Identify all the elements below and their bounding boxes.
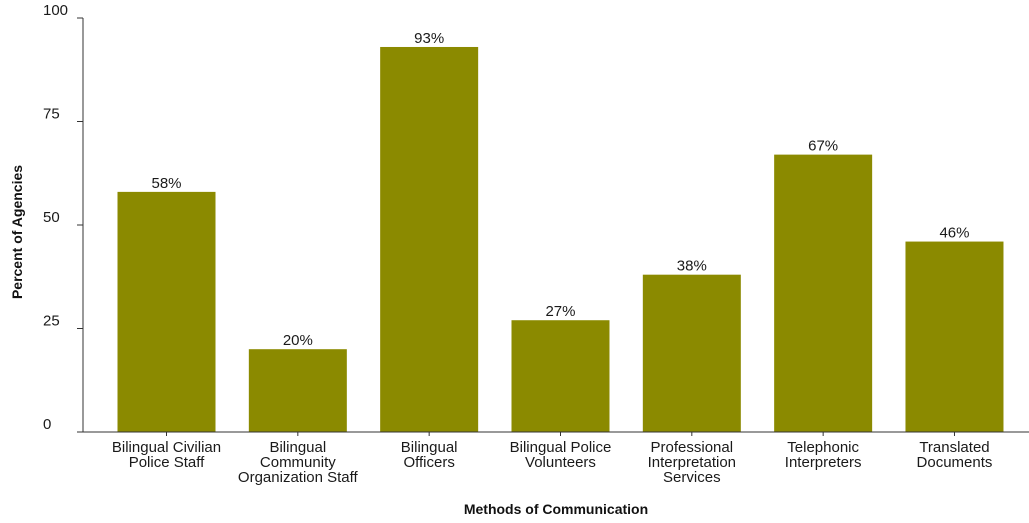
- bar-data-label: 38%: [677, 258, 707, 275]
- x-category-label: Bilingual Community Organization Staff: [238, 439, 359, 486]
- bar-data-label: 58%: [151, 175, 181, 192]
- y-axis-title: Percent of Agencies: [9, 165, 25, 299]
- bar: [511, 320, 610, 432]
- bar: [117, 191, 216, 432]
- x-category-label: Professional Interpretation Services: [648, 439, 736, 486]
- y-tick-label: 50: [43, 209, 60, 226]
- data-labels: 58% 20% 93% 27% 38% 67% 46%: [151, 30, 969, 349]
- bar-data-label: 67%: [808, 138, 838, 155]
- bar: [774, 154, 873, 432]
- bar: [642, 274, 741, 432]
- y-tick-label: 75: [43, 106, 60, 123]
- x-category-label: Translated Documents: [917, 439, 993, 471]
- x-axis: Bilingual Civilian Police Staff Bilingual C…: [83, 431, 1029, 486]
- y-tick-label: 100: [43, 2, 68, 19]
- x-category-label: Telephonic Interpreters: [785, 439, 862, 471]
- bar-data-label: 46%: [939, 225, 969, 242]
- bars: [117, 46, 1004, 432]
- x-axis-title: Methods of Communication: [464, 501, 648, 517]
- x-category-label: Bilingual Civilian Police Staff: [112, 439, 221, 471]
- bar-data-label: 20%: [283, 332, 313, 349]
- y-tick-label: 0: [43, 416, 51, 433]
- bar: [380, 46, 479, 432]
- y-axis: 0 25 50 75 100: [43, 2, 84, 433]
- x-category-label: Bilingual Police Volunteers: [510, 439, 612, 471]
- bar-data-label: 93%: [414, 30, 444, 47]
- x-category-label: Bilingual Officers: [401, 439, 458, 471]
- bar-data-label: 27%: [545, 303, 575, 320]
- y-tick-label: 25: [43, 313, 60, 330]
- bar: [248, 349, 347, 432]
- bar: [905, 241, 1004, 432]
